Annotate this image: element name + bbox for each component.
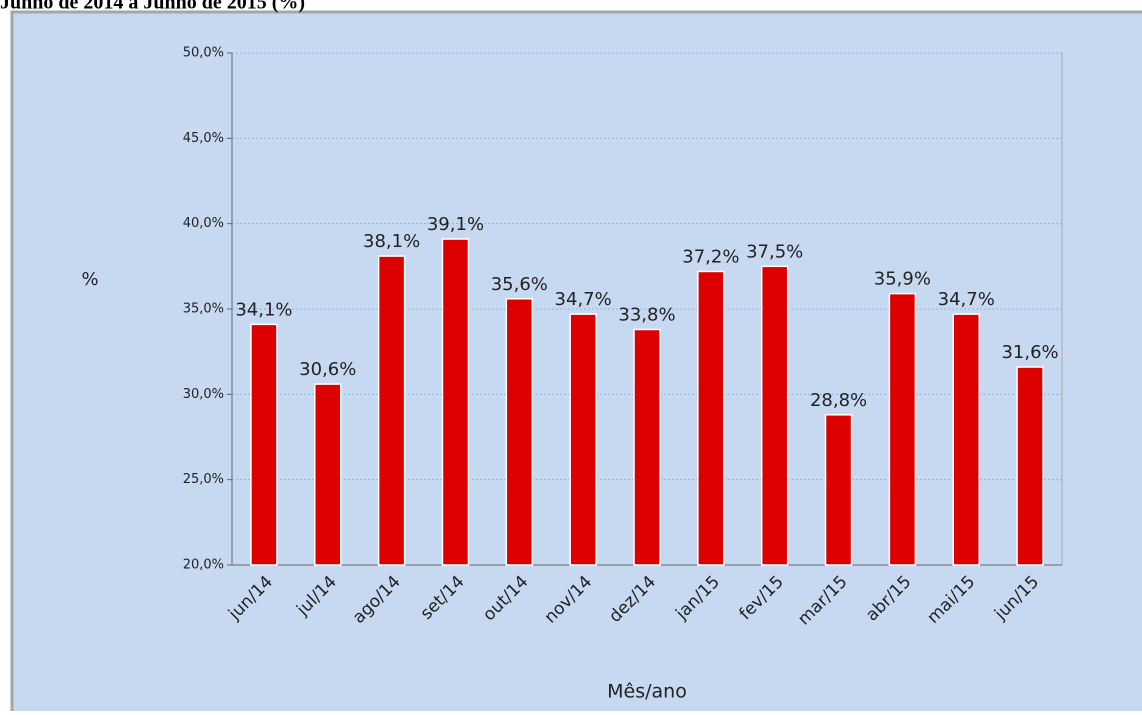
data-label: 34,7% [938,289,995,310]
y-tick-label: 25,0% [183,472,224,487]
data-label: 37,5% [746,241,803,262]
y-tick-label: 35,0% [183,302,224,317]
y-tick-label: 50,0% [183,46,224,61]
bar [633,328,661,566]
data-label: 34,7% [555,289,612,310]
y-tick-label: 45,0% [183,131,224,146]
bar [952,313,980,566]
bar [505,298,534,566]
bar [824,414,853,566]
y-tick-label: 40,0% [183,216,224,231]
bar [377,255,406,566]
bar [250,323,278,566]
bar [888,292,917,566]
data-label: 33,8% [618,304,675,325]
bar [697,270,725,566]
bar [1016,366,1044,566]
data-label: 39,1% [427,214,484,235]
bar [314,383,342,566]
y-tick-label: 30,0% [183,387,224,402]
chart-title: Junho de 2014 a Junho de 2015 (%) [0,0,305,14]
data-label: 35,9% [874,269,931,290]
data-label: 38,1% [363,231,420,252]
y-axis-label: % [81,269,98,290]
data-label: 31,6% [1001,342,1058,363]
data-label: 37,2% [682,246,739,267]
bar [441,238,470,566]
y-tick-label: 20,0% [183,558,224,573]
data-label: 30,6% [299,359,356,380]
data-label: 34,1% [235,299,292,320]
data-label: 35,6% [491,274,548,295]
bar [760,265,789,566]
data-label: 28,8% [810,390,867,411]
x-axis-label: Mês/ano [607,681,687,703]
bar [569,313,597,566]
